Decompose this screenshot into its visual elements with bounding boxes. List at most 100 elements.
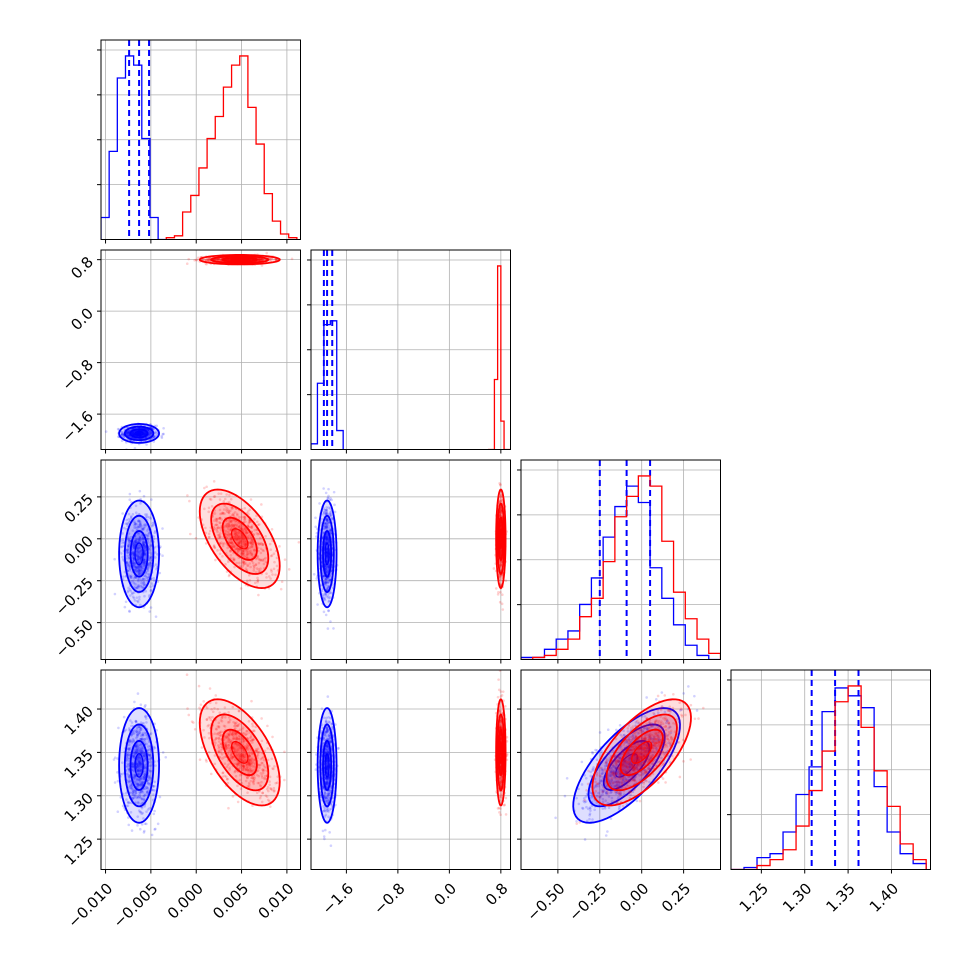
scatter-point (324, 540, 328, 544)
scatter-point (325, 534, 329, 537)
scatter-point (137, 432, 141, 435)
scatter-point (239, 526, 242, 530)
scatter-point (327, 600, 331, 603)
scatter-point (240, 527, 244, 531)
scatter-point (218, 526, 222, 530)
scatter-point (240, 515, 244, 519)
scatter-point (133, 599, 137, 602)
scatter-point (214, 523, 217, 527)
scatter-point (131, 553, 135, 556)
scatter-point (133, 526, 136, 529)
scatter-point (257, 557, 261, 561)
scatter-point (216, 257, 220, 261)
scatter-point (275, 556, 279, 560)
scatter-point (499, 511, 502, 515)
scatter-point (233, 532, 237, 536)
y-tick-label: −0.8 (59, 356, 97, 394)
scatter-point (246, 550, 250, 553)
scatter-point (327, 540, 331, 543)
scatter-point (241, 549, 244, 553)
scatter-point (260, 264, 264, 267)
scatter-point (132, 754, 136, 758)
scatter-point (128, 569, 132, 572)
scatter-point (132, 550, 135, 554)
scatter-point (498, 514, 502, 517)
scatter-point (240, 551, 244, 555)
scatter-point (238, 515, 241, 519)
scatter-point (228, 537, 231, 541)
scatter-point (328, 578, 332, 582)
scatter-point (140, 751, 143, 754)
scatter-point (143, 829, 146, 833)
scatter-point (124, 522, 128, 525)
scatter-point (249, 565, 252, 569)
scatter-point (325, 517, 329, 521)
scatter-point (133, 520, 136, 524)
scatter-point (215, 523, 218, 526)
scatter-point (194, 258, 198, 262)
scatter-point (251, 538, 254, 542)
scatter-point (216, 549, 219, 552)
scatter-point (138, 598, 141, 601)
scatter-point (131, 431, 135, 435)
scatter-point (205, 258, 209, 261)
scatter-point (323, 521, 327, 525)
scatter-point (228, 524, 231, 528)
scatter-point (147, 548, 151, 552)
scatter-point (149, 585, 152, 588)
scatter-point (499, 563, 502, 566)
scatter-point (254, 563, 258, 567)
scatter-point (268, 258, 272, 261)
scatter-point (120, 552, 123, 555)
scatter-point (141, 577, 145, 581)
scatter-point (324, 525, 328, 528)
scatter-point (323, 521, 327, 525)
scatter-point (213, 512, 217, 515)
scatter-point (123, 605, 127, 609)
scatter-point (259, 558, 263, 562)
scatter-point (128, 492, 132, 496)
scatter-point (212, 545, 216, 548)
scatter-point (128, 565, 132, 569)
y-tick-label: 0.0 (67, 304, 97, 334)
scatter-point (128, 498, 132, 502)
scatter-point (249, 520, 252, 523)
scatter-point (499, 563, 503, 567)
scatter-point (146, 567, 149, 571)
scatter-point (212, 544, 216, 547)
scatter-point (137, 552, 141, 555)
scatter-point (136, 584, 140, 588)
scatter-point (147, 566, 151, 569)
scatter-point (499, 578, 502, 581)
scatter-point (239, 531, 242, 535)
scatter-point (149, 589, 153, 593)
scatter-point (333, 503, 336, 507)
scatter-point (325, 586, 329, 590)
scatter-point (126, 548, 129, 552)
scatter-point (325, 508, 328, 512)
scatter-point (135, 540, 138, 544)
scatter-point (270, 554, 274, 557)
scatter-point (237, 537, 241, 541)
scatter-point (133, 524, 136, 527)
scatter-point (254, 563, 258, 566)
scatter-point (258, 523, 261, 526)
scatter-point (256, 580, 259, 584)
scatter-point (265, 251, 269, 255)
scatter-point (154, 556, 157, 559)
scatter-point (139, 703, 143, 707)
scatter-point (143, 432, 147, 435)
scatter-point (127, 542, 131, 545)
scatter-point (139, 557, 143, 560)
scatter-point (116, 810, 120, 814)
scatter-point (232, 545, 236, 548)
scatter-point (253, 581, 257, 585)
scatter-point (246, 535, 250, 538)
scatter-point (325, 536, 329, 540)
scatter-point (127, 564, 131, 567)
scatter-point (146, 537, 150, 541)
scatter-point (499, 508, 502, 512)
scatter-point (161, 432, 165, 436)
scatter-point (147, 429, 150, 433)
scatter-point (322, 511, 326, 514)
